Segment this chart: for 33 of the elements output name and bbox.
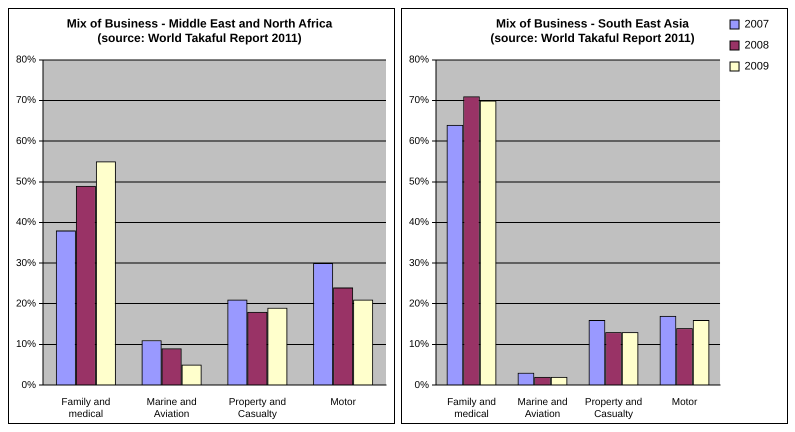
text: Mix of Business - Middle East and North Africa [66, 16, 332, 31]
y-tick-label: 60% [409, 136, 430, 147]
x-tick-label: Marine and Aviation [146, 396, 197, 420]
legend-label: 2007 [744, 18, 770, 31]
x-tick-label: Motor [330, 396, 357, 408]
y-tick-label: 30% [409, 258, 430, 269]
text: (source: World Takaful Report 2011) [97, 30, 302, 45]
y-tick-label: 10% [409, 339, 430, 350]
x-tick-label: Marine and Aviation [518, 396, 568, 420]
x-tick-label: Property and Casualty [584, 396, 642, 420]
y-tick-label: 0% [414, 380, 430, 391]
text: Mix of Business - South East Asia [496, 16, 689, 31]
y-tick-label: 40% [16, 217, 36, 228]
y-tick-label: 10% [16, 339, 36, 350]
y-tick-label: 0% [22, 380, 36, 391]
legend-label: 2008 [744, 40, 770, 52]
y-tick-label: 50% [409, 176, 430, 188]
y-tick-label: 80% [409, 54, 430, 66]
y-tick-label: 30% [16, 258, 36, 269]
y-tick-label: 80% [16, 54, 36, 66]
x-tick-label: Family and medical [61, 396, 110, 420]
y-tick-label: 60% [16, 136, 36, 147]
x-tick-label: Motor [672, 396, 698, 408]
y-tick-label: 40% [409, 217, 430, 228]
text: (source: World Takaful Report 2011) [490, 30, 695, 45]
x-tick-label: Property and Casualty [228, 396, 286, 420]
y-tick-label: 20% [409, 298, 430, 310]
y-tick-label: 70% [16, 95, 36, 106]
x-tick-label: Family and medical [447, 396, 496, 420]
legend-label: 2009 [744, 60, 770, 73]
y-tick-label: 20% [16, 298, 36, 310]
y-tick-label: 50% [16, 176, 36, 188]
y-tick-label: 70% [409, 95, 430, 106]
